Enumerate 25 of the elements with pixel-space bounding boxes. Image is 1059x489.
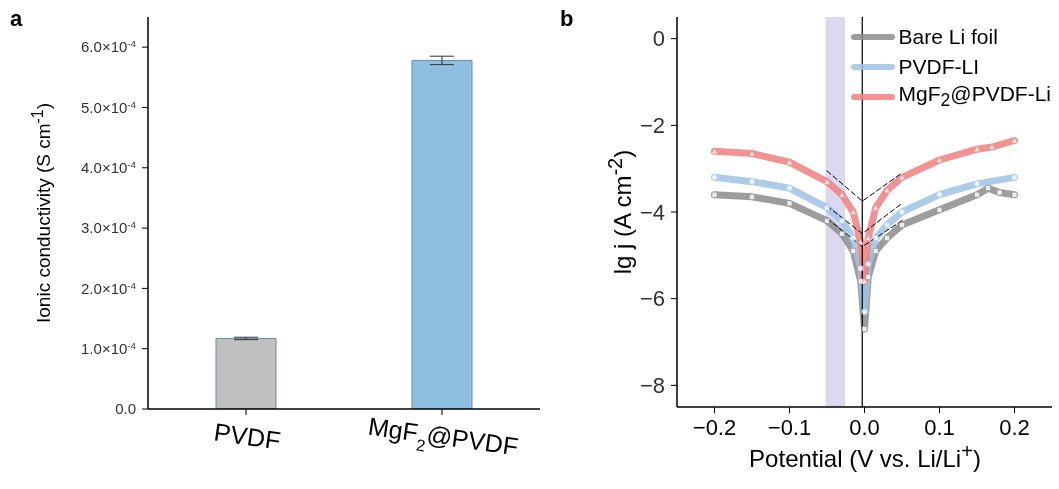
y-tick-label: 0.0 <box>115 400 136 418</box>
y-tick-label: 6.0×10$^{-4}$ <box>81 37 137 56</box>
y-tick-label: 4.0×10$^{-4}$ <box>81 158 137 177</box>
legend-label: Bare Li foil <box>898 25 998 49</box>
y-tick-label: 2.0×10$^{-4}$ <box>81 279 137 297</box>
chart-title: a <box>10 6 23 32</box>
x-tick-label: −0.2 <box>692 415 737 440</box>
x-axis-title: Potential (V vs. Li/Li$^{+}$) <box>749 440 981 473</box>
x-tick-label: 0.2 <box>999 415 1030 440</box>
x-tick-label: 0.1 <box>924 415 955 440</box>
x-tick-label: −0.1 <box>767 415 812 440</box>
y-tick-label: 5.0×10$^{-4}$ <box>81 98 137 116</box>
legend-label: PVDF-LI <box>898 55 980 79</box>
x-tick-label: MgF$_{2}$@PVDF <box>366 411 521 461</box>
y-tick-label: −4 <box>639 199 665 225</box>
y-tick-label: −6 <box>639 286 665 312</box>
x-tick-label: 0.0 <box>849 415 880 440</box>
y-tick-label: −2 <box>639 113 665 139</box>
y-tick-label: 1.0×10$^{-4}$ <box>81 339 137 357</box>
y-tick-label: 3.0×10$^{-4}$ <box>81 218 137 237</box>
y-tick-label: −8 <box>639 373 665 399</box>
chart-title: b <box>560 6 574 32</box>
y-tick-label: 0 <box>652 26 665 52</box>
legend-label: MgF$_{2}$@PVDF-Li <box>898 82 1051 112</box>
x-tick-label: PVDF <box>212 417 283 455</box>
